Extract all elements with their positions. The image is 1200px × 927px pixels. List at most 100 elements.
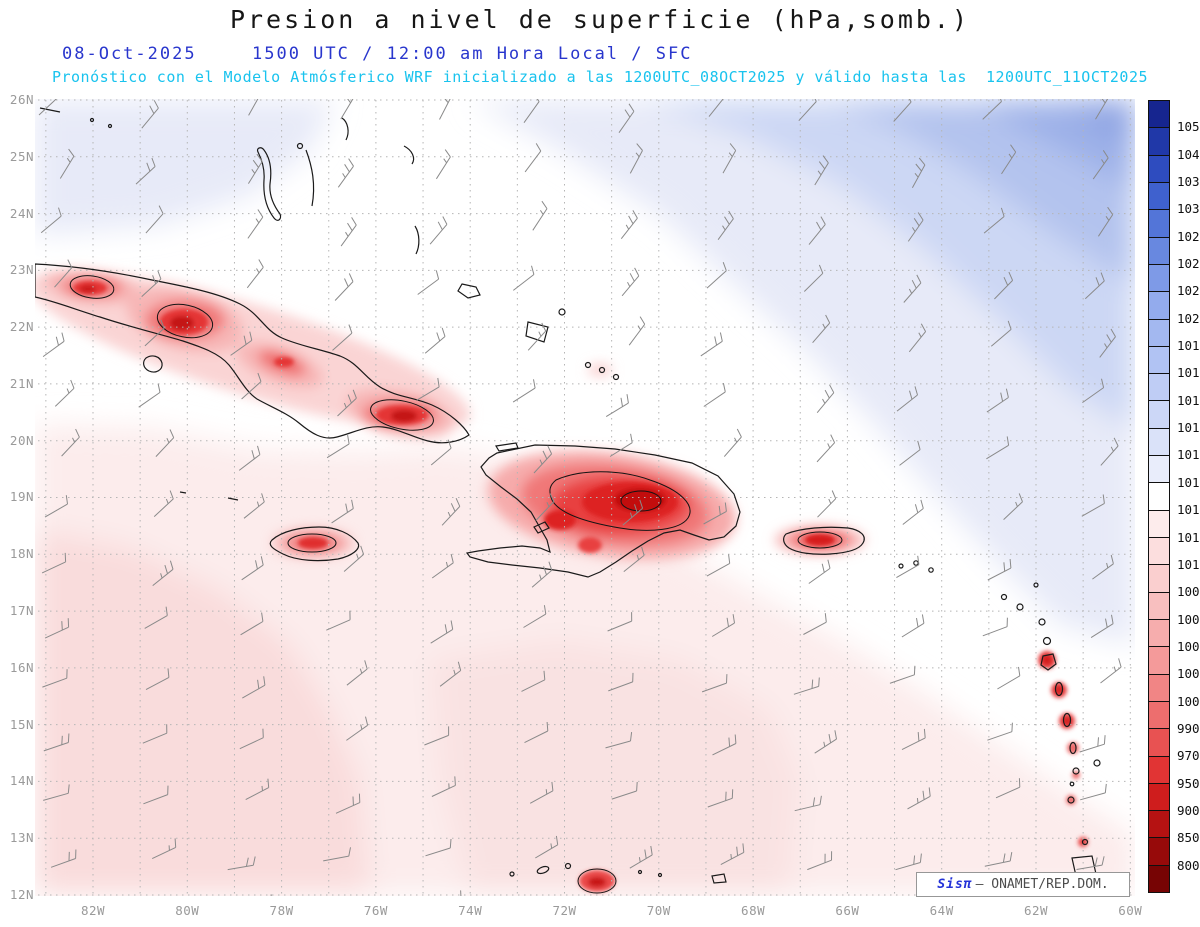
lat-label: 24N <box>9 205 34 221</box>
wind-barb <box>441 497 461 526</box>
lon-label: 66W <box>835 903 860 918</box>
lat-label: 25N <box>9 148 34 164</box>
lat-label: 20N <box>9 432 34 448</box>
wind-barb <box>135 157 156 185</box>
watermark-credit: – ONAMET/REP.DOM. <box>975 877 1109 892</box>
wind-barb <box>144 606 168 629</box>
wind-barb <box>1082 378 1105 404</box>
wind-barb <box>608 672 634 692</box>
colorbar-segment <box>1149 537 1169 565</box>
wind-barb <box>1081 494 1105 517</box>
wind-barb <box>901 728 926 751</box>
forecast-time: 1500 UTC / 12:00 am Hora Local / SFC <box>252 44 693 64</box>
wind-barb <box>1092 150 1109 180</box>
colorbar-label: 1022 <box>1177 283 1200 299</box>
wind-barb <box>240 612 264 636</box>
lat-label: 17N <box>9 603 34 619</box>
wind-barb <box>794 795 822 812</box>
wind-barb <box>323 847 351 862</box>
lat-label: 14N <box>9 773 34 789</box>
wind-barb <box>895 853 922 871</box>
wind-barb <box>326 610 351 631</box>
wind-barb <box>61 428 80 457</box>
wind-barb <box>908 323 927 353</box>
wind-barb <box>907 212 924 242</box>
colorbar-label: 1030 <box>1177 201 1200 217</box>
wind-barb <box>43 733 70 752</box>
wind-barb <box>889 665 916 684</box>
colorbar-label: 1019 <box>1177 338 1200 354</box>
wind-barb <box>531 561 553 588</box>
colorbar-segment <box>1149 646 1169 674</box>
colorbar-label: 1016 <box>1177 420 1200 436</box>
wind-barb <box>607 612 633 632</box>
lon-label: 70W <box>646 903 671 918</box>
wind-barb <box>628 316 646 346</box>
colorbar-segment <box>1149 427 1169 456</box>
wind-barb <box>431 553 454 579</box>
wind-barb <box>1090 614 1114 639</box>
wind-barb <box>611 781 638 800</box>
wind-barb <box>722 143 737 174</box>
wind-barb <box>983 207 1005 234</box>
lat-label: 26N <box>9 92 34 107</box>
wind-barb <box>982 617 1008 637</box>
colorbar-label: 900 <box>1177 802 1200 818</box>
lat-label: 18N <box>9 546 34 562</box>
wind-barb <box>1080 783 1107 801</box>
colorbar-segment <box>1149 154 1169 182</box>
colorbar-label: 1035 <box>1177 174 1200 190</box>
wind-barb <box>246 259 264 289</box>
colorbar-label: 800 <box>1177 857 1200 873</box>
wind-barb <box>808 216 826 245</box>
wind-barb <box>1092 554 1114 580</box>
colorbar-segment <box>1149 318 1169 346</box>
lat-label: 23N <box>9 262 34 278</box>
wind-barb <box>1100 658 1122 684</box>
lon-label: 74W <box>458 903 483 918</box>
lat-label: 12N <box>9 886 34 902</box>
wind-barb <box>629 845 653 869</box>
colorbar-label: 1010 <box>1177 556 1200 572</box>
wind-barb <box>991 908 1017 923</box>
wind-barb <box>335 793 361 814</box>
wind-barb <box>332 324 353 351</box>
wind-barb <box>816 384 835 414</box>
wind-barb <box>247 153 263 184</box>
lon-label: 80W <box>175 903 200 918</box>
grid-layer <box>38 99 1133 896</box>
wind-barb <box>138 383 161 408</box>
wind-barb <box>247 209 264 239</box>
wind-barb <box>1003 493 1023 520</box>
wind-barb <box>326 435 350 459</box>
wind-barb <box>707 789 734 808</box>
colorbar-label: 1020 <box>1177 310 1200 326</box>
wind-barb <box>893 99 912 122</box>
datetime-line: 08-Oct-2025 1500 UTC / 12:00 am Hora Loc… <box>0 44 1200 64</box>
wind-barb <box>41 552 67 574</box>
lon-label: 72W <box>552 903 577 918</box>
wind-barb <box>533 445 553 474</box>
colorbar-label: 1040 <box>1177 146 1200 162</box>
colorbar-segment <box>1149 101 1169 128</box>
wind-barb <box>816 434 836 463</box>
colorbar-segment <box>1149 373 1169 401</box>
wind-barb <box>248 99 259 116</box>
wind-barb <box>337 158 354 188</box>
colorbar-segment <box>1149 755 1169 783</box>
wind-barb <box>712 734 737 756</box>
wind-barb <box>896 555 920 579</box>
colorbar-segment <box>1149 263 1169 292</box>
wind-barb <box>242 676 266 699</box>
lon-label: 82W <box>80 903 106 918</box>
wind-barb <box>703 382 726 407</box>
wind-barb <box>807 851 833 871</box>
wind-barb <box>245 778 270 801</box>
coastlines-layer <box>35 107 1101 884</box>
wind-barb <box>54 259 73 288</box>
wind-barb <box>42 332 65 358</box>
wind-barb <box>804 902 830 918</box>
wind-barb <box>1084 272 1105 300</box>
wind-barb <box>995 778 1021 799</box>
